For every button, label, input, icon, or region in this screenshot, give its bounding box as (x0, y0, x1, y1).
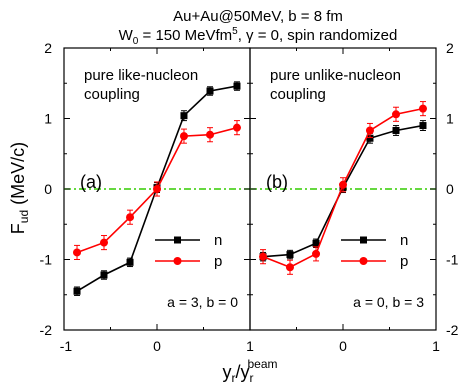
title-w0: W (119, 27, 134, 44)
legend-label-n: n (400, 232, 408, 249)
data-point-n (366, 134, 374, 142)
data-point-p (418, 104, 427, 113)
y-tick-label: -2 (446, 322, 459, 338)
y-axis-label: Fud (MeV/c) (8, 142, 31, 234)
panel-annotation-line: pure unlike-nucleon (270, 67, 401, 84)
data-point-p (126, 213, 135, 222)
title-rest: , γ = 0, spin randomized (238, 27, 398, 44)
figure-title-line1: Au+Au@50MeV, b = 8 fm (173, 8, 343, 25)
title-w0-value: = 150 MeVfm (138, 27, 232, 44)
data-point-n (100, 271, 108, 279)
data-point-p (73, 248, 82, 257)
data-point-n (286, 251, 294, 259)
x-label-sub1: r (231, 371, 235, 384)
x-tick-label: 0 (153, 338, 161, 354)
y-tick-label: -1 (446, 252, 459, 268)
y-axis-label-subscript: ud (17, 210, 31, 223)
data-point-n (419, 122, 427, 130)
panel-annotation-line: pure like-nucleon (84, 67, 198, 84)
data-point-p (285, 263, 294, 272)
x-tick-label: -1 (60, 338, 73, 354)
data-point-p (339, 180, 347, 189)
legend-marker-n (174, 236, 181, 244)
panel-label: (b) (266, 172, 288, 192)
data-point-n (126, 258, 134, 266)
data-point-n (73, 287, 81, 295)
figure-title-line2: W0 = 150 MeVfm5, γ = 0, spin randomized (119, 26, 398, 47)
data-point-n (312, 239, 320, 247)
legend-label-p: p (400, 253, 408, 270)
data-point-p (153, 185, 161, 193)
x-label-sub2: r (249, 371, 253, 384)
data-point-p (179, 132, 188, 141)
data-point-p (392, 110, 401, 119)
data-point-p (232, 123, 241, 132)
x-tick-label: 1 (246, 338, 254, 354)
y-tick-label: 2 (44, 40, 52, 56)
y-tick-label: 0 (446, 181, 454, 197)
panel-annotation-line: coupling (270, 86, 326, 103)
panel-params: a = 3, b = 0 (167, 294, 238, 310)
panel-b: -2 -1 0 1 2 0 1 pure unlike-nucleon coupling (b) a… (249, 40, 459, 354)
data-point-p (99, 238, 108, 247)
legend-label-n: n (214, 232, 222, 249)
legend-label-p: p (214, 253, 222, 270)
panel-a: -2 -1 0 1 2 -1 0 1 pure like-nucleon coupling (a) a… (40, 40, 255, 354)
y-tick-label: -1 (40, 252, 53, 268)
panel-label: (a) (80, 172, 102, 192)
legend-marker-p (173, 257, 182, 265)
data-point-p (206, 130, 215, 139)
y-tick-label: 2 (446, 40, 454, 56)
x-axis-label: yr/yrbeam (222, 357, 277, 384)
y-tick-label: 0 (44, 181, 52, 197)
title-w0-subscript: 0 (133, 36, 139, 47)
data-point-n (180, 112, 188, 120)
data-point-n (233, 82, 241, 90)
data-point-p (259, 252, 268, 261)
data-point-n (206, 87, 214, 95)
x-label-sup: beam (247, 357, 277, 371)
data-point-n (392, 126, 400, 134)
data-point-p (312, 249, 321, 258)
y-tick-label: -2 (40, 322, 53, 338)
x-tick-label: 1 (432, 338, 440, 354)
x-tick-label: 0 (339, 338, 347, 354)
legend-marker-n (360, 236, 367, 244)
data-point-p (365, 126, 374, 135)
panel-annotation-line: coupling (84, 86, 140, 103)
legend-marker-p (359, 257, 368, 265)
y-tick-label: 1 (446, 111, 454, 127)
panel-params: a = 0, b = 3 (353, 294, 424, 310)
title-w0-superscript: 5 (232, 26, 238, 37)
y-tick-label: 1 (44, 111, 52, 127)
